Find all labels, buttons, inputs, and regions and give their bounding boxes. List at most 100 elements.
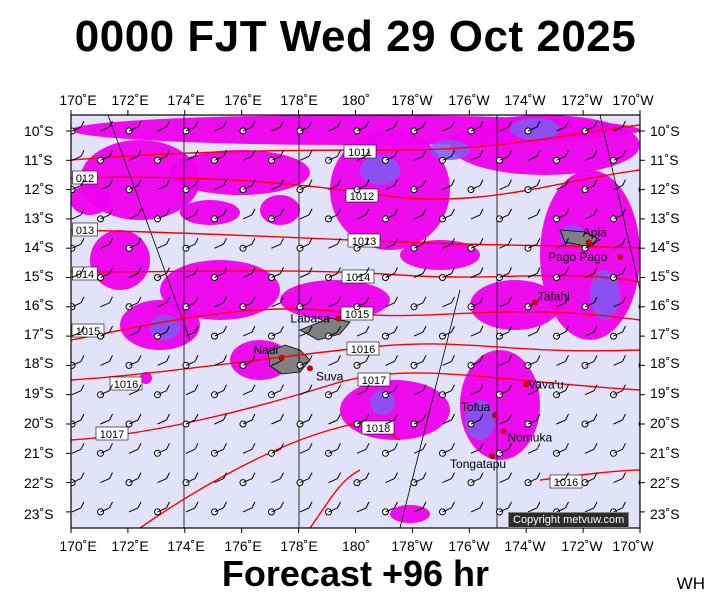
wind-barb bbox=[325, 325, 341, 340]
left-lat-label: 16˚S bbox=[24, 297, 54, 313]
wind-barb bbox=[556, 413, 569, 425]
wind-barb bbox=[470, 267, 484, 278]
town-dot bbox=[523, 381, 530, 388]
wind-barb bbox=[356, 150, 370, 161]
wind-barb bbox=[556, 296, 569, 308]
bottom-lon-label: 172˚W bbox=[561, 538, 603, 554]
wind-barb bbox=[182, 120, 199, 135]
wind-barb bbox=[439, 443, 455, 457]
wind-barb bbox=[584, 208, 598, 220]
wind-barb bbox=[211, 443, 227, 457]
wind-barb bbox=[185, 501, 199, 513]
wind-barb bbox=[382, 443, 398, 457]
wind-barb bbox=[128, 384, 142, 396]
wind-barb bbox=[413, 501, 427, 513]
wind-barb bbox=[413, 150, 427, 161]
wind-barb bbox=[328, 179, 341, 191]
left-lat-label: 11˚S bbox=[24, 152, 53, 168]
wind-barb bbox=[413, 384, 427, 396]
wind-barb bbox=[610, 150, 626, 164]
wind-barb bbox=[268, 325, 284, 340]
wind-barb bbox=[271, 237, 284, 249]
top-lon-label: 170˚W bbox=[612, 92, 654, 108]
wind-barb bbox=[214, 237, 227, 249]
wind-barb bbox=[157, 179, 170, 191]
wind-barb bbox=[125, 120, 142, 135]
wind-barb bbox=[71, 179, 85, 194]
isobar-label: 014 bbox=[72, 266, 98, 281]
isobar-line bbox=[309, 469, 361, 528]
wind-barb bbox=[299, 150, 313, 161]
place-name: Tongatapu bbox=[450, 457, 506, 471]
wind-barb bbox=[242, 267, 256, 278]
wind-barb bbox=[385, 296, 398, 308]
wind-barb bbox=[496, 208, 512, 223]
wind-barb bbox=[581, 296, 598, 311]
wind-barb bbox=[154, 384, 170, 399]
wind-barb bbox=[125, 355, 142, 369]
wind-barb bbox=[71, 384, 85, 396]
wind-barb bbox=[470, 150, 484, 161]
wind-barb bbox=[100, 355, 113, 366]
isobar-line bbox=[71, 372, 640, 441]
top-lon-label: 172˚W bbox=[561, 92, 603, 108]
wind-barb bbox=[467, 237, 484, 252]
wind-barb bbox=[553, 267, 569, 281]
wind-barb bbox=[467, 120, 484, 135]
wind-barb bbox=[328, 237, 341, 249]
place-name: Vava'u bbox=[528, 377, 563, 391]
wind-barb bbox=[553, 208, 569, 223]
wind-barb bbox=[100, 179, 113, 191]
wind-barb bbox=[328, 120, 341, 132]
wind-barb bbox=[467, 413, 484, 428]
wind-barb bbox=[299, 501, 313, 513]
wind-barb bbox=[296, 413, 313, 428]
wind-barb bbox=[325, 501, 341, 516]
isobar-label: 1013 bbox=[347, 233, 381, 248]
isobar-label: 1017 bbox=[357, 372, 391, 387]
wind-barb bbox=[613, 472, 626, 484]
isobar-value: 1017 bbox=[100, 429, 124, 441]
wind-barb bbox=[271, 179, 284, 191]
rain-area bbox=[170, 150, 310, 195]
right-lat-label: 14˚S bbox=[650, 239, 680, 255]
town-dot bbox=[489, 453, 495, 460]
wind-barb bbox=[185, 267, 199, 278]
wind-barb bbox=[584, 443, 598, 454]
wind-barb bbox=[527, 267, 541, 278]
wind-barb bbox=[328, 413, 341, 425]
wind-barb bbox=[214, 120, 227, 132]
left-lat-label: 18˚S bbox=[24, 355, 54, 371]
isobar-label: 013 bbox=[72, 222, 98, 237]
bottom-lon-label: 170˚W bbox=[612, 538, 654, 554]
isobar-label: 1015 bbox=[340, 306, 374, 321]
town-dot bbox=[492, 412, 498, 419]
town-dot bbox=[500, 428, 507, 435]
top-lon-label: 172˚E bbox=[111, 92, 149, 108]
heavy-rain-area bbox=[360, 155, 400, 185]
wind-barb bbox=[154, 501, 170, 516]
wind-barb bbox=[328, 472, 341, 484]
wind-barb bbox=[442, 179, 455, 191]
left-lat-label: 17˚S bbox=[24, 326, 54, 342]
wind-barb bbox=[271, 472, 284, 484]
wind-barb bbox=[100, 120, 113, 132]
isobar-value: 1015 bbox=[345, 309, 369, 321]
wind-barb bbox=[182, 296, 199, 311]
wind-barb bbox=[325, 150, 341, 164]
forecast-footer: Forecast +96 hr bbox=[221, 553, 490, 594]
wind-barb bbox=[410, 179, 427, 194]
wind-barb bbox=[214, 355, 227, 366]
wind-barb bbox=[296, 355, 313, 369]
wind-barb bbox=[499, 237, 512, 249]
wind-barb bbox=[524, 413, 541, 428]
wind-barb bbox=[439, 208, 455, 223]
wind-barb bbox=[157, 296, 170, 308]
wind-barb bbox=[410, 472, 427, 487]
wind-barb bbox=[128, 208, 142, 220]
wind-barb bbox=[470, 443, 484, 454]
wind-barb bbox=[584, 150, 598, 161]
wind-barb bbox=[581, 472, 598, 487]
wind-barb bbox=[613, 237, 626, 249]
wind-barb bbox=[185, 208, 199, 220]
